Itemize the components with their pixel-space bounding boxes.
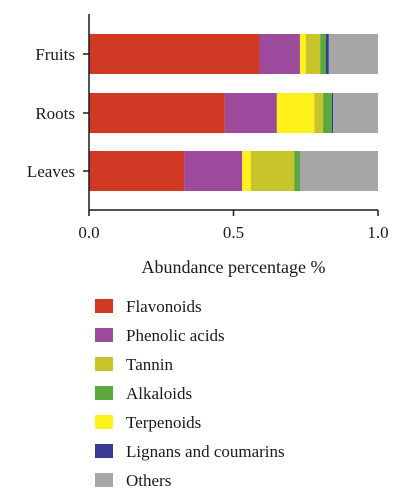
x-axis-title: Abundance percentage %	[142, 257, 326, 277]
bar-segment-roots-tannin	[314, 93, 324, 133]
bar-segment-fruits-alkaloids	[320, 34, 326, 74]
category-label-fruits: Fruits	[35, 45, 75, 64]
category-label-leaves: Leaves	[27, 162, 75, 181]
bars-layer	[89, 34, 378, 191]
bar-segment-fruits-others	[328, 34, 378, 74]
x-tick-label-2: 1.0	[367, 223, 388, 242]
legend-swatch-flavonoids	[95, 299, 113, 313]
bar-segment-fruits-terpenoids	[299, 34, 306, 74]
legend-swatch-terpenoids	[95, 415, 113, 429]
legend-label-others: Others	[126, 471, 171, 490]
legend-label-terpenoids: Terpenoids	[126, 413, 201, 432]
bar-segment-roots-others	[333, 93, 378, 133]
legend-label-lignans-and-coumarins: Lignans and coumarins	[126, 442, 285, 461]
bar-segment-leaves-others	[299, 151, 378, 191]
legend-swatch-phenolic-acids	[95, 328, 113, 342]
bar-segment-roots-phenolic-acids	[224, 93, 277, 133]
bar-segment-fruits-phenolic-acids	[259, 34, 300, 74]
legend-label-flavonoids: Flavonoids	[126, 297, 202, 316]
axes-layer: Fruits Roots Leaves 0.0 0.5 1.0	[27, 14, 389, 242]
legend-swatch-lignans-and-coumarins	[95, 444, 113, 458]
bar-segment-roots-terpenoids	[276, 93, 315, 133]
bar-segment-roots-alkaloids	[323, 93, 332, 133]
bar-segment-leaves-alkaloids	[294, 151, 300, 191]
category-label-roots: Roots	[35, 104, 75, 123]
bar-segment-leaves-flavonoids	[89, 151, 185, 191]
legend-label-tannin: Tannin	[126, 355, 173, 374]
legend-swatch-others	[95, 473, 113, 487]
bar-segment-fruits-lignans-and-coumarins	[325, 34, 329, 74]
legend-swatch-alkaloids	[95, 386, 113, 400]
bar-segment-leaves-terpenoids	[242, 151, 251, 191]
x-tick-label-1: 0.5	[223, 223, 244, 242]
bar-segment-leaves-tannin	[250, 151, 295, 191]
bar-segment-fruits-flavonoids	[89, 34, 260, 74]
x-tick-label-0: 0.0	[78, 223, 99, 242]
bar-segment-fruits-tannin	[305, 34, 321, 74]
legend-swatch-tannin	[95, 357, 113, 371]
legend: Flavonoids Phenolic acids Tannin Alkaloids T…	[95, 297, 285, 490]
legend-label-phenolic-acids: Phenolic acids	[126, 326, 225, 345]
bar-segment-roots-flavonoids	[89, 93, 225, 133]
legend-label-alkaloids: Alkaloids	[126, 384, 192, 403]
bar-segment-roots-lignans-and-coumarins	[331, 93, 334, 133]
bar-segment-leaves-phenolic-acids	[184, 151, 243, 191]
